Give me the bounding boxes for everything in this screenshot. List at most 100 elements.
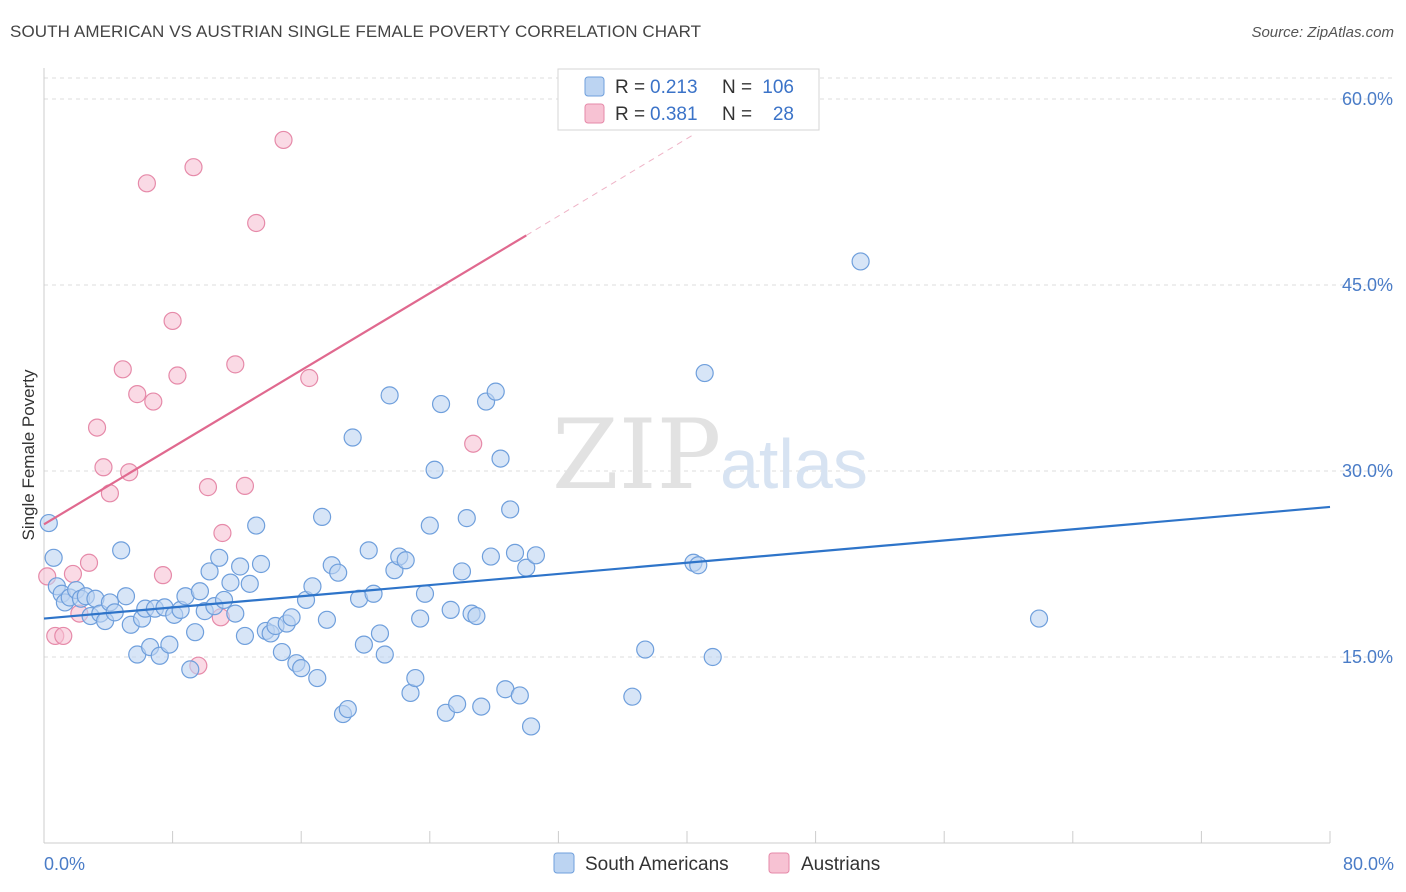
south-americans-point-92 (501, 500, 520, 519)
south-americans-point-15 (112, 541, 131, 560)
austrians-point-14 (153, 566, 173, 585)
austrians-point-24 (247, 213, 266, 233)
south-americans-point-61 (343, 428, 362, 447)
series-swatch-south-americans (553, 852, 575, 874)
austrians-points (38, 130, 483, 675)
south-americans-point-71 (396, 551, 415, 570)
south-americans-point-73 (406, 668, 425, 688)
austrians-point-12 (137, 174, 156, 193)
trend-lines (43, 133, 1331, 620)
south-americans-point-86 (472, 697, 491, 716)
south-americans-point-74 (411, 609, 430, 628)
legend-n-value-1: 106 (762, 77, 794, 98)
legend-swatch-blue (584, 76, 605, 97)
south-americans-point-43 (251, 554, 271, 574)
series-legend: South Americans Austrians (553, 852, 880, 875)
south-americans-point-63 (354, 635, 373, 654)
legend-n-label-2: N = (722, 104, 752, 125)
south-americans-point-39 (231, 557, 250, 576)
south-americans-point-37 (221, 573, 240, 592)
south-americans-point-94 (510, 686, 529, 705)
south-americans-point-80 (441, 600, 460, 619)
south-americans-point-56 (317, 610, 337, 629)
austrians-point-11 (128, 385, 147, 404)
series-swatch-austrians (768, 852, 790, 874)
south-americans-point-41 (240, 574, 259, 593)
south-americans-point-97 (526, 546, 545, 565)
y-tick-label-3: 60.0% (1342, 89, 1393, 109)
watermark: ZIP atlas (552, 399, 868, 511)
x-tick-label-max: 80.0% (1343, 854, 1394, 874)
south-americans-point-99 (636, 640, 655, 659)
south-americans-point-47 (272, 642, 292, 662)
series-label-south-americans: South Americans (585, 854, 729, 875)
austrians-point-22 (226, 355, 245, 374)
south-americans-point-75 (415, 584, 435, 603)
south-americans-point-96 (521, 717, 541, 736)
austrians-point-5 (79, 553, 99, 572)
x-tick-label-min: 0.0% (44, 854, 85, 874)
watermark-zip: ZIP (552, 399, 721, 511)
austrians-point-13 (144, 392, 163, 411)
south-americans-point-16 (116, 587, 136, 606)
south-americans-point-1 (44, 548, 63, 567)
watermark-atlas: atlas (720, 425, 868, 503)
south-americans-point-64 (359, 541, 378, 560)
south-americans-point-38 (226, 604, 245, 623)
south-americans-point-65 (364, 584, 383, 603)
south-americans-point-81 (448, 695, 467, 714)
legend-swatch-pink (584, 103, 605, 124)
stats-legend: R = 0.213 N = 106 R = 0.381 N = 28 (557, 68, 820, 131)
austrians-point-16 (168, 366, 187, 385)
south-americans-point-33 (200, 562, 219, 581)
austrians-point-6 (87, 418, 107, 437)
austrians-point-20 (213, 523, 232, 543)
chart-title: SOUTH AMERICAN VS AUSTRIAN SINGLE FEMALE… (10, 22, 702, 41)
axes (43, 68, 1331, 844)
south-americans-point-55 (312, 507, 332, 526)
south-americans-point-83 (457, 509, 476, 528)
south-americans-point-82 (452, 562, 472, 581)
south-americans-point-105 (1029, 609, 1049, 628)
legend-r-value-2: 0.381 (650, 104, 698, 125)
austrians-point-19 (198, 478, 218, 497)
south-americans-point-102 (695, 363, 714, 383)
y-tick-labels: 15.0% 30.0% 45.0% 60.0% (1342, 89, 1393, 667)
austrians-trend-extension (525, 133, 696, 236)
y-tick-label-2: 45.0% (1342, 275, 1393, 295)
source-credit: Source: ZipAtlas.com (1251, 24, 1394, 41)
legend-r-value-1: 0.213 (650, 77, 698, 98)
south-americans-point-40 (235, 626, 255, 646)
south-americans-point-51 (292, 659, 311, 678)
austrians-point-2 (54, 626, 73, 646)
austrians-point-17 (184, 158, 203, 177)
south-americans-point-85 (467, 606, 486, 626)
south-americans-point-58 (329, 563, 348, 582)
south-americans-point-60 (338, 699, 357, 719)
south-americans-point-104 (851, 252, 870, 271)
south-americans-point-35 (210, 548, 229, 567)
austrians-point-15 (163, 311, 182, 331)
south-americans-point-98 (623, 687, 642, 706)
south-americans-point-66 (370, 624, 390, 643)
legend-n-label-1: N = (722, 77, 752, 98)
south-americans-points (39, 252, 1049, 736)
south-americans-point-68 (380, 386, 399, 405)
legend-r-label-1: R = (615, 77, 645, 98)
series-label-austrians: Austrians (801, 854, 880, 875)
south-americans-point-93 (505, 543, 525, 562)
y-axis-label: Single Female Poverty (19, 369, 38, 541)
austrians-point-9 (113, 360, 132, 379)
legend-r-label-2: R = (615, 104, 645, 125)
south-americans-point-77 (425, 460, 444, 479)
south-americans-point-54 (308, 668, 327, 688)
south-americans-trend-line (43, 505, 1331, 620)
south-americans-point-78 (431, 394, 451, 414)
austrians-point-27 (464, 434, 483, 453)
south-americans-point-76 (420, 516, 439, 535)
south-americans-point-101 (689, 556, 708, 575)
y-tick-label-0: 15.0% (1342, 647, 1393, 667)
south-americans-point-42 (247, 516, 266, 535)
south-americans-point-29 (181, 660, 200, 679)
